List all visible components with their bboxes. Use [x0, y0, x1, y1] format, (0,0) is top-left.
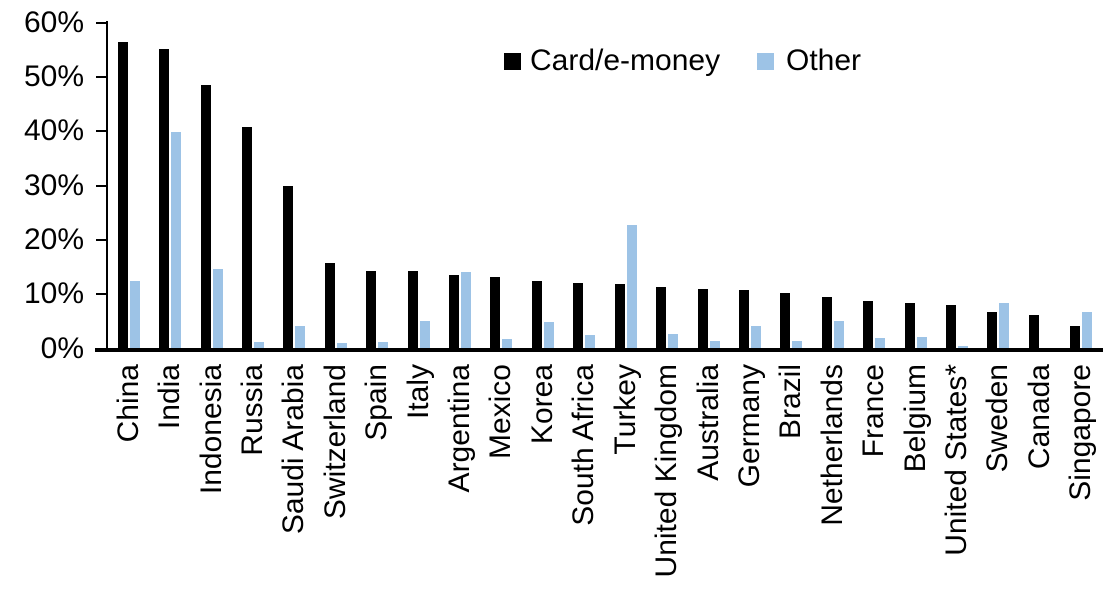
y-axis-tick-label: 50%	[23, 60, 84, 94]
bar-card-e-money-indonesia	[201, 85, 211, 348]
y-axis-tick	[96, 21, 108, 24]
bar-other-mexico	[502, 339, 512, 348]
bar-card-e-money-korea	[532, 281, 542, 348]
bar-other-italy	[420, 321, 430, 348]
bar-card-e-money-brazil	[780, 293, 790, 348]
y-axis-tick	[96, 293, 108, 296]
x-axis-label-united-states: United States*	[940, 364, 973, 556]
bar-other-korea	[544, 322, 554, 348]
bar-card-e-money-saudi-arabia	[283, 186, 293, 348]
bar-card-e-money-canada	[1029, 315, 1039, 348]
x-axis-label-singapore: Singapore	[1064, 364, 1097, 501]
x-axis-label-germany: Germany	[733, 364, 766, 488]
bar-card-e-money-belgium	[905, 303, 915, 348]
bar-card-e-money-singapore	[1070, 326, 1080, 348]
legend-label-other: Other	[786, 44, 862, 77]
bar-card-e-money-mexico	[490, 277, 500, 348]
x-axis-label-south-africa: South Africa	[567, 364, 600, 526]
y-axis-tick-label: 60%	[23, 5, 84, 39]
x-axis-label-australia: Australia	[692, 364, 725, 481]
x-axis-label-china: China	[112, 364, 145, 443]
bar-other-united-states	[958, 346, 968, 348]
bar-other-netherlands	[834, 321, 844, 348]
bar-other-argentina	[461, 272, 471, 348]
x-axis-label-canada: Canada	[1023, 364, 1056, 470]
bar-card-e-money-spain	[366, 271, 376, 348]
x-axis-label-saudi-arabia: Saudi Arabia	[277, 364, 310, 535]
bar-card-e-money-south-africa	[573, 283, 583, 348]
x-axis-label-spain: Spain	[360, 364, 393, 441]
x-axis-label-italy: Italy	[402, 364, 435, 420]
bar-other-saudi-arabia	[295, 326, 305, 348]
x-axis-label-sweden: Sweden	[981, 364, 1014, 473]
legend-swatch-other	[757, 53, 774, 70]
x-axis-label-mexico: Mexico	[484, 364, 517, 460]
x-axis-label-netherlands: Netherlands	[816, 364, 849, 526]
y-axis-tick-label: 40%	[23, 114, 84, 148]
bar-card-e-money-france	[863, 301, 873, 348]
x-axis-label-india: India	[153, 364, 186, 430]
x-axis-label-argentina: Argentina	[443, 364, 476, 493]
x-axis-label-switzerland: Switzerland	[319, 364, 352, 520]
y-axis-tick-label: 10%	[23, 277, 84, 311]
legend-label-card-e-money: Card/e-money	[530, 44, 721, 77]
x-axis-label-indonesia: Indonesia	[195, 364, 228, 495]
bar-other-singapore	[1082, 312, 1092, 348]
bar-card-e-money-china	[118, 42, 128, 348]
bar-other-russia	[254, 342, 264, 348]
x-axis-label-korea: Korea	[526, 364, 559, 445]
bar-other-indonesia	[213, 269, 223, 348]
legend-swatch-card-e-money	[504, 53, 521, 70]
bar-card-e-money-united-kingdom	[656, 287, 666, 348]
x-axis-line	[95, 348, 1103, 352]
bar-card-e-money-italy	[408, 271, 418, 348]
bar-other-turkey	[627, 225, 637, 348]
bar-card-e-money-switzerland	[325, 263, 335, 348]
y-axis-tick	[96, 76, 108, 79]
y-axis-tick-label: 0%	[40, 331, 84, 365]
x-axis-label-united-kingdom: United Kingdom	[650, 364, 683, 578]
bar-other-france	[875, 338, 885, 348]
bar-card-e-money-argentina	[449, 275, 459, 348]
x-axis-label-turkey: Turkey	[609, 364, 642, 455]
bar-card-e-money-australia	[698, 289, 708, 348]
bar-card-e-money-germany	[739, 290, 749, 348]
bar-other-belgium	[917, 337, 927, 348]
bar-card-e-money-netherlands	[822, 297, 832, 348]
bar-other-china	[130, 281, 140, 348]
bar-card-e-money-russia	[242, 127, 252, 348]
y-axis-tick	[96, 239, 108, 242]
bar-other-united-kingdom	[668, 334, 678, 348]
bar-other-germany	[751, 326, 761, 348]
bar-card-e-money-india	[159, 49, 169, 348]
y-axis-tick	[96, 130, 108, 133]
bar-other-sweden	[999, 303, 1009, 348]
bar-other-brazil	[792, 341, 802, 348]
x-axis-label-france: France	[857, 364, 890, 458]
x-axis-label-belgium: Belgium	[899, 364, 932, 473]
bar-card-e-money-turkey	[615, 284, 625, 348]
y-axis-tick	[96, 184, 108, 187]
x-axis-label-russia: Russia	[236, 364, 269, 456]
bar-other-switzerland	[337, 343, 347, 348]
bar-card-e-money-united-states	[946, 305, 956, 348]
y-axis-tick-label: 30%	[23, 168, 84, 202]
x-axis-label-brazil: Brazil	[774, 364, 807, 440]
y-axis-tick-label: 20%	[23, 223, 84, 257]
bar-other-india	[171, 132, 181, 348]
bar-card-e-money-sweden	[987, 312, 997, 348]
bar-other-australia	[710, 341, 720, 348]
bar-other-south-africa	[585, 335, 595, 348]
bar-other-spain	[378, 342, 388, 348]
